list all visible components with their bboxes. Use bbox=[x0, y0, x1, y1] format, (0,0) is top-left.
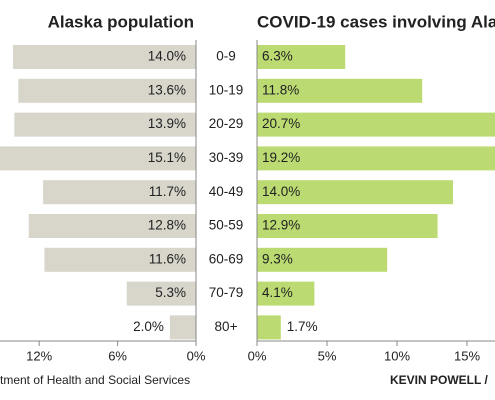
category-label: 40-49 bbox=[209, 184, 244, 199]
bar bbox=[44, 247, 196, 272]
value-label: 1.7% bbox=[287, 319, 318, 334]
bar bbox=[257, 146, 495, 171]
x-tick-label: 5% bbox=[318, 348, 337, 363]
bar bbox=[257, 78, 423, 103]
bar bbox=[257, 315, 281, 340]
bar bbox=[18, 78, 196, 103]
value-label: 11.6% bbox=[149, 251, 186, 266]
category-label: 10-19 bbox=[209, 82, 244, 97]
value-label: 13.6% bbox=[148, 82, 186, 97]
value-label: 2.0% bbox=[133, 319, 164, 334]
value-label: 13.9% bbox=[148, 116, 186, 131]
bar bbox=[257, 112, 495, 137]
value-label: 20.7% bbox=[262, 116, 300, 131]
category-label: 0-9 bbox=[216, 49, 236, 64]
value-label: 11.8% bbox=[262, 82, 299, 97]
x-tick-label: 12% bbox=[26, 348, 52, 363]
category-label: 80+ bbox=[215, 319, 238, 334]
x-tick-label: 6% bbox=[108, 348, 127, 363]
value-label: 5.3% bbox=[155, 285, 186, 300]
bar bbox=[257, 214, 438, 238]
value-label: 11.7% bbox=[149, 184, 186, 199]
value-label: 4.1% bbox=[262, 285, 293, 300]
category-label: 20-29 bbox=[209, 116, 244, 131]
value-label: 14.0% bbox=[148, 49, 186, 64]
value-label: 14.0% bbox=[262, 184, 300, 199]
bar bbox=[169, 315, 196, 340]
category-label: 60-69 bbox=[209, 251, 244, 266]
value-label: 19.2% bbox=[262, 150, 300, 165]
source: tment of Health and Social Services bbox=[0, 373, 190, 387]
bar bbox=[257, 281, 315, 306]
bar bbox=[13, 45, 197, 69]
bar bbox=[0, 146, 197, 171]
value-label: 15.1% bbox=[148, 150, 186, 165]
right-title: COVID-19 cases involving Alaska bbox=[257, 12, 495, 31]
category-label: 30-39 bbox=[209, 150, 244, 165]
bar bbox=[257, 180, 453, 205]
bar bbox=[126, 281, 196, 306]
bar bbox=[43, 180, 197, 205]
credit: KEVIN POWELL / bbox=[390, 373, 488, 387]
left-title: Alaska population bbox=[48, 12, 194, 31]
x-tick-label: 15% bbox=[454, 348, 480, 363]
value-label: 12.9% bbox=[262, 218, 300, 233]
value-label: 6.3% bbox=[262, 49, 293, 64]
bar bbox=[257, 45, 346, 69]
category-label: 70-79 bbox=[209, 285, 244, 300]
bar bbox=[257, 247, 388, 272]
category-label: 50-59 bbox=[209, 218, 244, 233]
x-tick-label: 0% bbox=[187, 348, 206, 363]
value-label: 12.8% bbox=[148, 218, 186, 233]
x-tick-label: 10% bbox=[384, 348, 410, 363]
value-label: 9.3% bbox=[262, 251, 293, 266]
x-tick-label: 0% bbox=[248, 348, 267, 363]
bar bbox=[14, 112, 196, 137]
bar bbox=[28, 214, 196, 238]
